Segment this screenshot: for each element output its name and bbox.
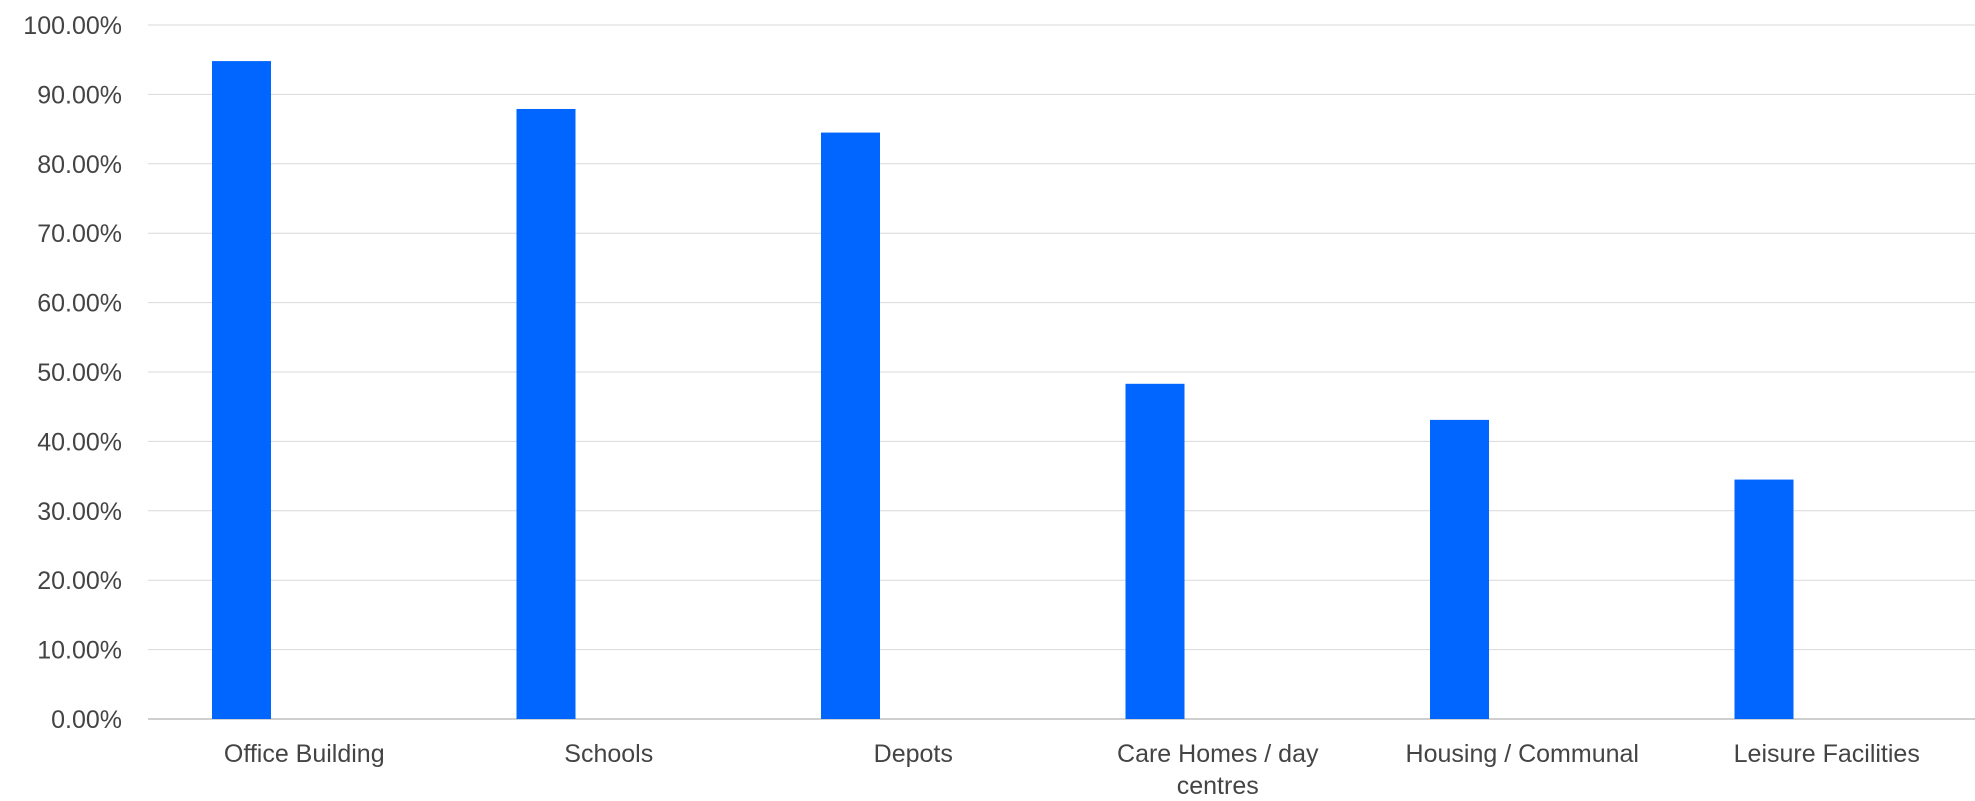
gridlines xyxy=(148,24,1975,720)
y-tick-label: 40.00% xyxy=(37,428,122,456)
x-category-label: Care Homes / day xyxy=(1117,740,1319,768)
bars xyxy=(212,61,1794,719)
bar xyxy=(1125,383,1185,719)
y-tick-label: 100.00% xyxy=(23,12,122,40)
x-category-label: Leisure Facilities xyxy=(1734,740,1920,768)
y-tick-label: 80.00% xyxy=(37,151,122,179)
x-category-label: centres xyxy=(1177,772,1259,796)
x-category-label: Office Building xyxy=(224,740,385,768)
y-tick-label: 90.00% xyxy=(37,81,122,109)
y-tick-label: 30.00% xyxy=(37,498,122,526)
x-category-label: Depots xyxy=(874,740,953,768)
bar xyxy=(516,108,576,719)
bar xyxy=(212,61,271,719)
x-category-label: Schools xyxy=(564,740,653,768)
bar xyxy=(1734,479,1794,719)
y-tick-label: 50.00% xyxy=(37,359,122,387)
x-axis-labels: Office Building Schools Depots Care Homes /… xyxy=(224,740,1920,800)
y-tick-label: 10.00% xyxy=(37,637,122,665)
bar xyxy=(821,132,880,719)
y-axis-ticks: 0.00% 10.00% 20.00% 30.00% 40.00% 50.00% 60.00… xyxy=(23,12,122,734)
x-category-label: Housing / Communal xyxy=(1406,740,1639,768)
y-tick-label: 70.00% xyxy=(37,220,122,248)
y-tick-label: 20.00% xyxy=(37,567,122,595)
y-tick-label: 0.00% xyxy=(51,706,122,734)
y-tick-label: 60.00% xyxy=(37,290,122,318)
bar xyxy=(1430,419,1489,719)
